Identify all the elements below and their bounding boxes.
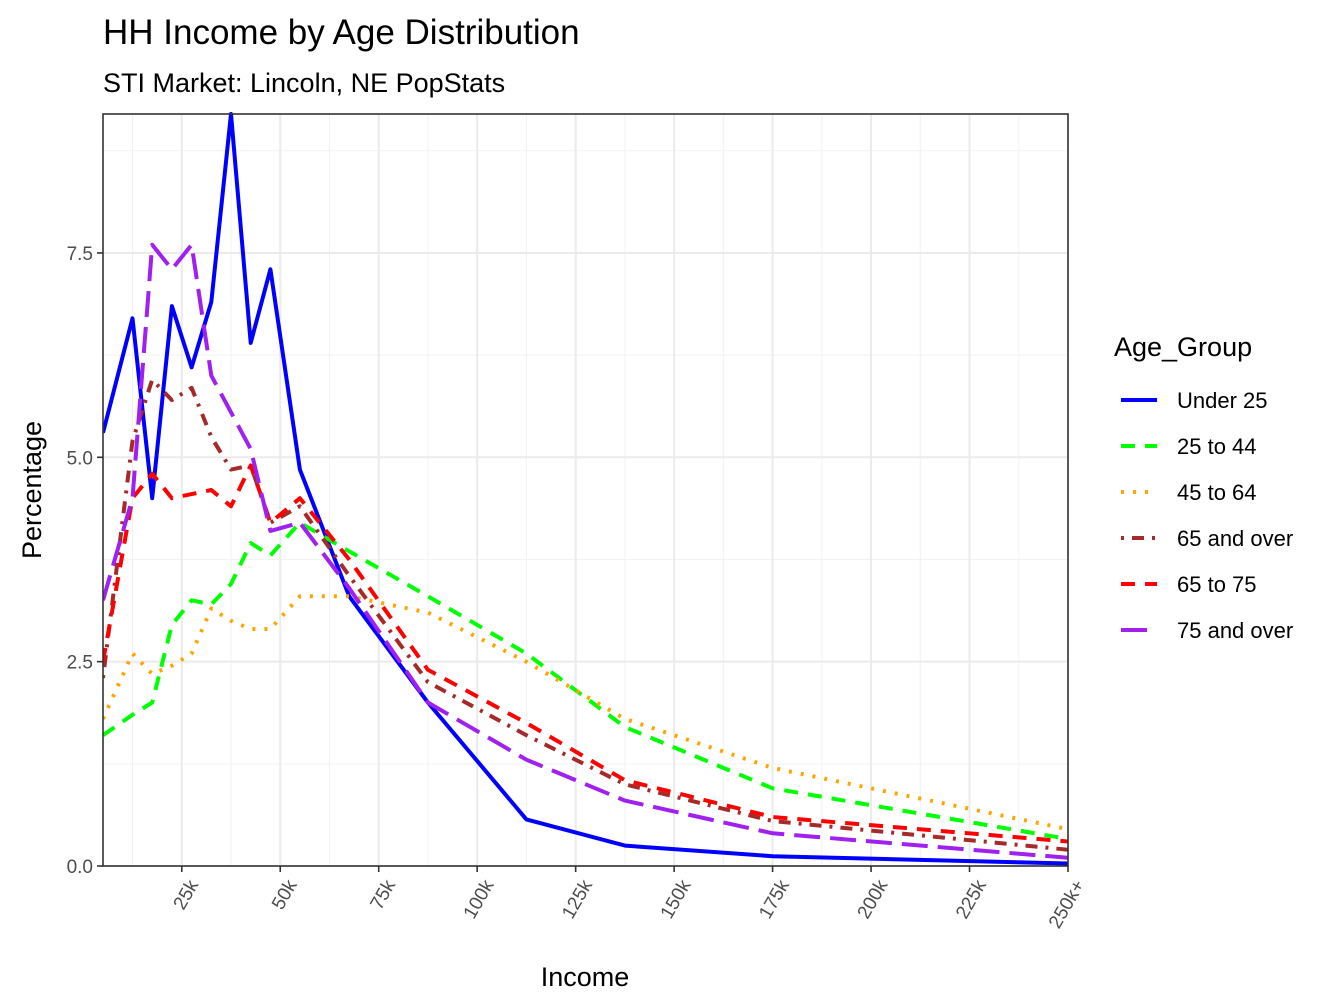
legend-label: 65 and over xyxy=(1177,526,1293,551)
series-line-45-to-64 xyxy=(103,594,1068,832)
legend-label: 65 to 75 xyxy=(1177,572,1257,597)
chart-title: HH Income by Age Distribution xyxy=(103,13,580,52)
y-tick-label: 0.0 xyxy=(67,857,93,878)
series-lines xyxy=(103,112,1068,866)
x-tick-label: 25k xyxy=(170,876,204,913)
y-axis-ticks: 0.0 2.5 5.0 7.5 xyxy=(67,244,103,878)
y-tick-label: 5.0 xyxy=(67,448,93,469)
x-tick-label: 175k xyxy=(755,876,794,923)
legend-items: Under 25 25 to 44 45 to 64 65 and over 65 to… xyxy=(1121,388,1293,643)
x-axis-ticks: 25k 50k 75k 100k 125k 150k 175k 200k 225k 250k+ xyxy=(170,866,1089,932)
series-line-75-and-over xyxy=(103,242,1068,860)
legend-label: Under 25 xyxy=(1177,388,1268,413)
plot-panel-border xyxy=(102,113,1069,867)
legend: Age_Group Under 25 25 to 44 45 to 64 65 and… xyxy=(1114,332,1293,643)
x-tick-label: 50k xyxy=(268,876,302,913)
x-tick-label: 125k xyxy=(558,876,597,923)
y-tick-label: 7.5 xyxy=(67,244,93,265)
series-line-25-to-44 xyxy=(103,520,1068,841)
x-tick-label: 250k+ xyxy=(1045,876,1089,932)
chart-subtitle: STI Market: Lincoln, NE PopStats xyxy=(103,68,505,98)
x-tick-label: 100k xyxy=(460,876,499,923)
legend-label: 45 to 64 xyxy=(1177,480,1257,505)
x-tick-label: 75k xyxy=(367,876,401,913)
series-line-65-and-over xyxy=(103,377,1068,852)
legend-label: 25 to 44 xyxy=(1177,434,1257,459)
x-tick-label: 200k xyxy=(854,876,893,923)
legend-label: 75 and over xyxy=(1177,618,1293,643)
legend-title: Age_Group xyxy=(1114,332,1252,362)
y-tick-label: 2.5 xyxy=(67,653,93,674)
plot-grid xyxy=(103,114,1069,867)
y-axis-title: Percentage xyxy=(17,421,47,559)
x-tick-label: 225k xyxy=(952,876,991,923)
series-line-under-25 xyxy=(103,112,1068,866)
x-axis-title: Income xyxy=(541,962,630,992)
x-tick-label: 150k xyxy=(657,876,696,923)
